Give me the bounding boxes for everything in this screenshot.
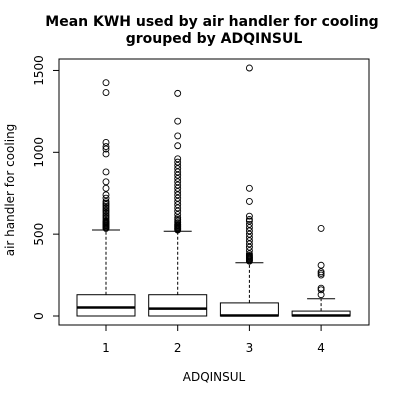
outlier-point: [174, 197, 182, 205]
outlier-point: [174, 211, 182, 218]
outlier-point: [317, 268, 325, 276]
box: [76, 294, 136, 317]
chart-title-line-1: Mean KWH used by air handler for cooling: [45, 14, 378, 30]
outlier-point: [102, 143, 110, 151]
outlier-point: [174, 214, 182, 222]
y-axis: 0 500 1000 1500: [32, 55, 59, 320]
outlier-point: [102, 145, 110, 153]
outlier-point: [174, 201, 182, 209]
outlier-point: [174, 165, 182, 173]
outlier-point: [102, 191, 110, 199]
outlier-point: [102, 197, 110, 205]
outlier-point: [174, 184, 182, 192]
outlier-point: [245, 227, 253, 235]
box-group-4: [291, 224, 351, 317]
outlier-point: [174, 161, 182, 169]
box-group-1: [76, 79, 136, 317]
outlier-point: [102, 150, 110, 158]
y-tick-label: 500: [32, 223, 46, 246]
y-axis-label: air handler for cooling: [3, 124, 17, 257]
chart-title-line-2: grouped by ADQINSUL: [126, 31, 303, 47]
outlier-point: [174, 178, 182, 186]
y-tick-label: 1000: [32, 137, 46, 168]
outlier-point: [245, 224, 253, 232]
outlier-point: [102, 79, 110, 87]
outlier-point: [174, 155, 182, 163]
outlier-point: [174, 194, 182, 202]
outlier-point: [245, 237, 253, 245]
outlier-point: [245, 240, 253, 248]
x-tick-label: 4: [317, 341, 325, 355]
boxes-layer: [76, 64, 351, 317]
y-tick-label: 1500: [32, 55, 46, 86]
outlier-point: [102, 184, 110, 192]
outlier-point: [102, 178, 110, 186]
outlier-point: [245, 230, 253, 238]
y-tick-label: 0: [32, 312, 46, 320]
box-group-3: [219, 64, 279, 317]
x-axis-label: ADQINSUL: [183, 370, 246, 384]
outlier-point: [174, 175, 182, 182]
outlier-point: [174, 158, 182, 166]
x-tick-label: 2: [174, 341, 182, 355]
outlier-point: [317, 224, 325, 232]
outlier-point: [174, 191, 182, 199]
outlier-point: [174, 171, 182, 179]
outlier-point: [317, 291, 325, 299]
outlier-point: [245, 212, 253, 220]
outlier-point: [174, 132, 182, 140]
box-group-2: [148, 89, 208, 317]
outlier-point: [102, 168, 110, 176]
plot-frame: [58, 58, 370, 326]
outlier-point: [102, 89, 110, 97]
outlier-point: [174, 168, 182, 176]
x-tick-label: 3: [246, 341, 254, 355]
outlier-point: [174, 207, 182, 215]
outlier-point: [245, 247, 253, 254]
outlier-point: [174, 188, 182, 196]
x-tick-label: 1: [102, 341, 110, 355]
outlier-point: [317, 284, 325, 292]
outlier-point: [245, 233, 253, 241]
outlier-point: [174, 181, 182, 189]
outlier-point: [245, 250, 253, 258]
outlier-point: [174, 89, 182, 97]
outlier-point: [245, 215, 253, 223]
outlier-point: [245, 64, 253, 72]
outlier-point: [174, 117, 182, 125]
outlier-point: [245, 220, 253, 228]
x-axis: 1 2 3 4: [102, 325, 325, 355]
outlier-point: [245, 243, 253, 251]
outlier-point: [174, 204, 182, 212]
outlier-point: [245, 184, 253, 192]
outlier-point: [317, 261, 325, 269]
outlier-point: [174, 142, 182, 150]
box: [219, 302, 279, 317]
outlier-point: [102, 194, 110, 202]
outlier-point: [102, 139, 110, 146]
box: [148, 294, 208, 317]
outlier-point: [245, 197, 253, 205]
